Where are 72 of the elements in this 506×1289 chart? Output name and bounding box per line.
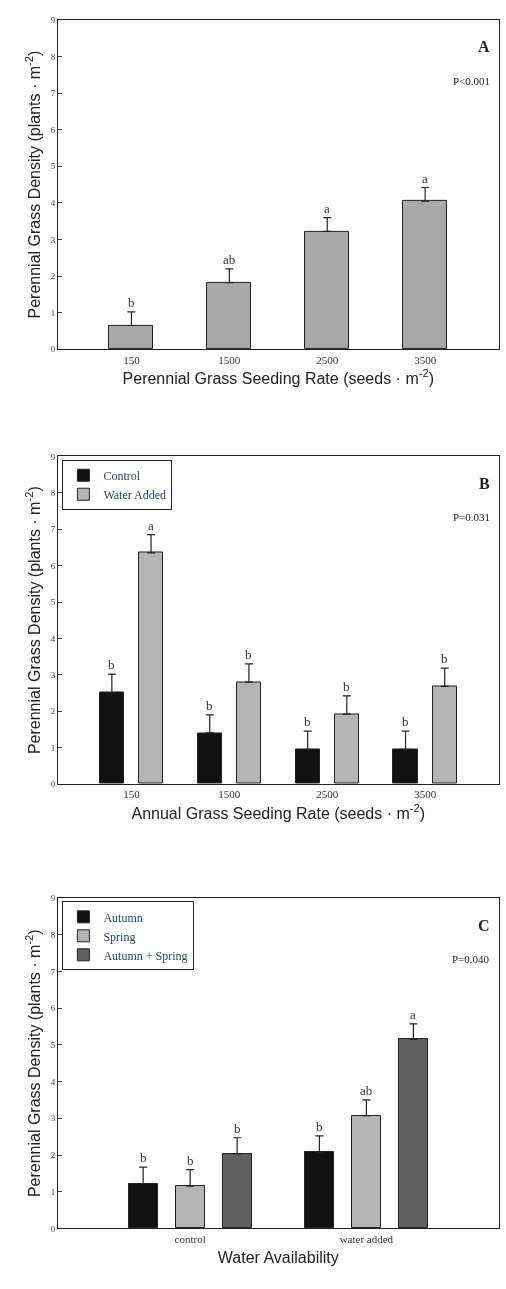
annotation: C (478, 917, 490, 934)
x-tick-label: 3500 (414, 788, 437, 801)
y-tick-label: 4 (50, 1076, 56, 1087)
annotation: ab (360, 1083, 373, 1098)
annotation: b (245, 647, 252, 662)
y-tick-label: 2 (50, 706, 56, 717)
annotation: b (234, 1121, 241, 1136)
annotation: P=0.031 (453, 511, 491, 523)
x-tick-label: 1500 (218, 788, 241, 801)
y-tick-label: 4 (50, 198, 56, 209)
y-tick-label: 9 (50, 893, 56, 904)
y-tick-label: 9 (50, 15, 56, 26)
y-tick-label: 1 (50, 1186, 56, 1197)
annotation: B (479, 475, 490, 492)
x-tick-label: 150 (123, 788, 141, 801)
legend-label: Control (103, 468, 141, 483)
y-tick-label: 8 (50, 929, 56, 940)
y-tick-label: 5 (50, 1040, 56, 1051)
y-tick-label: 6 (50, 560, 56, 571)
y-tick-label: 7 (50, 966, 56, 977)
annotation: P=0.040 (452, 953, 490, 965)
annotation: b (140, 1150, 147, 1165)
x-tick-label: control (174, 1232, 206, 1245)
x-tick-label: 1500 (218, 353, 241, 366)
x-axis-title: Water Availability (217, 1249, 339, 1267)
annotation: b (343, 679, 350, 694)
annotation: b (304, 714, 311, 729)
y-tick-label: 3 (50, 1113, 56, 1124)
annotation: a (422, 171, 428, 186)
annotation: ab (223, 252, 236, 267)
annotation: a (410, 1007, 416, 1022)
x-tick-label: 150 (123, 353, 141, 366)
legend-label: Autumn + Spring (103, 948, 188, 963)
annotation: a (324, 201, 330, 216)
annotation: b (316, 1119, 323, 1134)
annotation: a (148, 518, 154, 533)
y-tick-label: 7 (50, 88, 56, 99)
y-tick-label: 3 (50, 669, 56, 680)
legend-label: Water Added (103, 487, 167, 502)
annotation: A (478, 38, 490, 55)
y-tick-label: 9 (50, 451, 56, 462)
x-tick-label: 2500 (316, 788, 339, 801)
annotation: b (187, 1153, 194, 1168)
y-tick-label: 5 (50, 161, 56, 172)
annotation: b (402, 714, 409, 729)
y-tick-label: 1 (50, 742, 56, 753)
y-tick-label: 8 (50, 488, 56, 498)
y-tick-label: 6 (50, 124, 56, 135)
y-tick-label: 0 (50, 344, 56, 355)
y-tick-label: 1 (50, 307, 56, 318)
annotation: b (441, 651, 448, 666)
x-axis-title: Perennial Grass Seeding Rate (seeds · m$^{-2}$) (122, 367, 434, 388)
annotation: b (128, 295, 135, 310)
y-tick-label: 6 (50, 1003, 56, 1014)
x-tick-label: water added (339, 1232, 394, 1245)
legend-label: Autumn (103, 910, 143, 925)
x-axis-title: Annual Grass Seeding Rate (seeds · m$^{-2}$) (131, 802, 426, 822)
x-tick-label: 3500 (414, 353, 437, 366)
y-tick-label: 0 (50, 779, 56, 790)
y-tick-label: 2 (50, 1150, 56, 1161)
y-tick-label: 0 (50, 1223, 56, 1234)
y-tick-label: 8 (50, 51, 56, 62)
annotation: b (206, 698, 213, 713)
y-tick-label: 7 (50, 524, 56, 535)
annotation: b (108, 657, 115, 672)
y-tick-label: 5 (50, 597, 56, 608)
x-tick-label: 2500 (316, 353, 339, 366)
legend-label: Spring (103, 929, 136, 944)
y-tick-label: 4 (50, 633, 56, 644)
y-tick-label: 3 (50, 234, 56, 245)
annotation: P<0.001 (453, 75, 491, 87)
y-tick-label: 2 (50, 271, 56, 282)
